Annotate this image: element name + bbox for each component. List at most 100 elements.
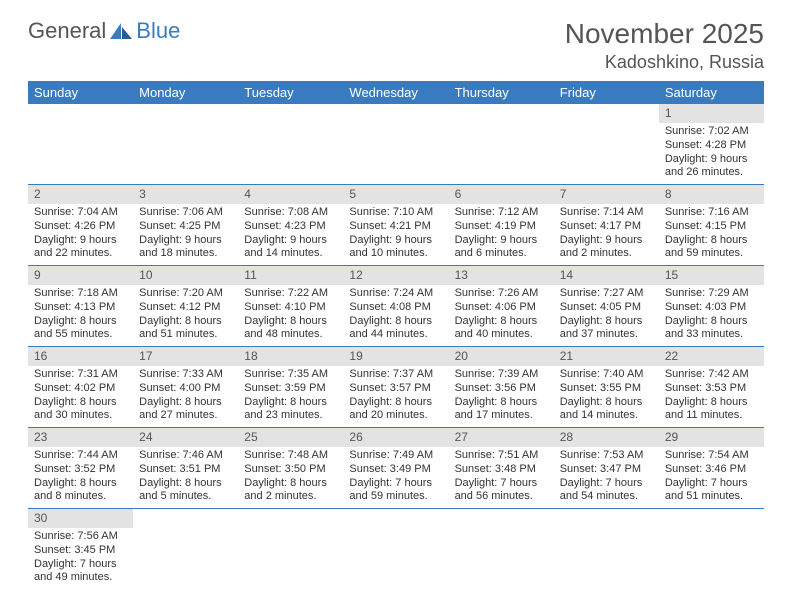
sunrise-line: Sunrise: 7:53 AM (560, 449, 653, 463)
daylight-line: Daylight: 8 hours and 40 minutes. (455, 315, 548, 343)
calendar-row: 2Sunrise: 7:04 AMSunset: 4:26 PMDaylight… (28, 185, 764, 266)
daylight-line: Daylight: 8 hours and 20 minutes. (349, 396, 442, 424)
day-body: Sunrise: 7:54 AMSunset: 3:46 PMDaylight:… (659, 447, 764, 508)
calendar-cell: 16Sunrise: 7:31 AMSunset: 4:02 PMDayligh… (28, 347, 133, 428)
sunset-line: Sunset: 3:51 PM (139, 463, 232, 477)
daylight-line: Daylight: 8 hours and 17 minutes. (455, 396, 548, 424)
calendar-row: 23Sunrise: 7:44 AMSunset: 3:52 PMDayligh… (28, 428, 764, 509)
sunset-line: Sunset: 4:19 PM (455, 220, 548, 234)
sunrise-line: Sunrise: 7:16 AM (665, 206, 758, 220)
sunrise-line: Sunrise: 7:33 AM (139, 368, 232, 382)
day-number: 10 (133, 266, 238, 285)
weekday-header: Friday (554, 81, 659, 104)
day-number: 6 (449, 185, 554, 204)
calendar-cell: 21Sunrise: 7:40 AMSunset: 3:55 PMDayligh… (554, 347, 659, 428)
weekday-header: Sunday (28, 81, 133, 104)
sunrise-line: Sunrise: 7:22 AM (244, 287, 337, 301)
calendar-cell: 10Sunrise: 7:20 AMSunset: 4:12 PMDayligh… (133, 266, 238, 347)
daylight-line: Daylight: 8 hours and 51 minutes. (139, 315, 232, 343)
sunrise-line: Sunrise: 7:37 AM (349, 368, 442, 382)
sunset-line: Sunset: 4:13 PM (34, 301, 127, 315)
day-number: 14 (554, 266, 659, 285)
day-number: 21 (554, 347, 659, 366)
daylight-line: Daylight: 8 hours and 37 minutes. (560, 315, 653, 343)
calendar-cell: 22Sunrise: 7:42 AMSunset: 3:53 PMDayligh… (659, 347, 764, 428)
calendar-row: 30Sunrise: 7:56 AMSunset: 3:45 PMDayligh… (28, 509, 764, 590)
sunrise-line: Sunrise: 7:51 AM (455, 449, 548, 463)
sunset-line: Sunset: 4:05 PM (560, 301, 653, 315)
sunset-line: Sunset: 4:21 PM (349, 220, 442, 234)
day-body: Sunrise: 7:39 AMSunset: 3:56 PMDaylight:… (449, 366, 554, 427)
calendar-cell: 30Sunrise: 7:56 AMSunset: 3:45 PMDayligh… (28, 509, 133, 590)
calendar-table: SundayMondayTuesdayWednesdayThursdayFrid… (28, 81, 764, 589)
daylight-line: Daylight: 7 hours and 49 minutes. (34, 558, 127, 586)
sunrise-line: Sunrise: 7:27 AM (560, 287, 653, 301)
day-number: 17 (133, 347, 238, 366)
day-body: Sunrise: 7:24 AMSunset: 4:08 PMDaylight:… (343, 285, 448, 346)
daylight-line: Daylight: 8 hours and 23 minutes. (244, 396, 337, 424)
day-body: Sunrise: 7:56 AMSunset: 3:45 PMDaylight:… (28, 528, 133, 589)
sunrise-line: Sunrise: 7:46 AM (139, 449, 232, 463)
sunset-line: Sunset: 4:15 PM (665, 220, 758, 234)
calendar-cell: 9Sunrise: 7:18 AMSunset: 4:13 PMDaylight… (28, 266, 133, 347)
calendar-cell: 27Sunrise: 7:51 AMSunset: 3:48 PMDayligh… (449, 428, 554, 509)
daylight-line: Daylight: 8 hours and 44 minutes. (349, 315, 442, 343)
day-number: 4 (238, 185, 343, 204)
day-body: Sunrise: 7:49 AMSunset: 3:49 PMDaylight:… (343, 447, 448, 508)
daylight-line: Daylight: 7 hours and 51 minutes. (665, 477, 758, 505)
calendar-cell-empty (238, 104, 343, 185)
calendar-cell: 28Sunrise: 7:53 AMSunset: 3:47 PMDayligh… (554, 428, 659, 509)
day-number: 2 (28, 185, 133, 204)
day-number: 9 (28, 266, 133, 285)
day-number: 19 (343, 347, 448, 366)
day-body: Sunrise: 7:48 AMSunset: 3:50 PMDaylight:… (238, 447, 343, 508)
day-body: Sunrise: 7:08 AMSunset: 4:23 PMDaylight:… (238, 204, 343, 265)
day-number: 1 (659, 104, 764, 123)
sunset-line: Sunset: 4:12 PM (139, 301, 232, 315)
daylight-line: Daylight: 8 hours and 11 minutes. (665, 396, 758, 424)
calendar-cell: 29Sunrise: 7:54 AMSunset: 3:46 PMDayligh… (659, 428, 764, 509)
day-body: Sunrise: 7:18 AMSunset: 4:13 PMDaylight:… (28, 285, 133, 346)
sunset-line: Sunset: 4:28 PM (665, 139, 758, 153)
calendar-cell: 20Sunrise: 7:39 AMSunset: 3:56 PMDayligh… (449, 347, 554, 428)
sunset-line: Sunset: 4:06 PM (455, 301, 548, 315)
sunset-line: Sunset: 4:00 PM (139, 382, 232, 396)
sunset-line: Sunset: 3:46 PM (665, 463, 758, 477)
sunset-line: Sunset: 3:48 PM (455, 463, 548, 477)
sunrise-line: Sunrise: 7:18 AM (34, 287, 127, 301)
calendar-cell: 23Sunrise: 7:44 AMSunset: 3:52 PMDayligh… (28, 428, 133, 509)
sunset-line: Sunset: 3:59 PM (244, 382, 337, 396)
daylight-line: Daylight: 8 hours and 33 minutes. (665, 315, 758, 343)
day-number: 11 (238, 266, 343, 285)
sunset-line: Sunset: 4:25 PM (139, 220, 232, 234)
sunrise-line: Sunrise: 7:44 AM (34, 449, 127, 463)
calendar-cell: 25Sunrise: 7:48 AMSunset: 3:50 PMDayligh… (238, 428, 343, 509)
title-block: November 2025 Kadoshkino, Russia (565, 18, 764, 73)
calendar-cell-empty (554, 509, 659, 590)
calendar-cell: 18Sunrise: 7:35 AMSunset: 3:59 PMDayligh… (238, 347, 343, 428)
calendar-cell: 19Sunrise: 7:37 AMSunset: 3:57 PMDayligh… (343, 347, 448, 428)
day-body: Sunrise: 7:42 AMSunset: 3:53 PMDaylight:… (659, 366, 764, 427)
sunset-line: Sunset: 4:10 PM (244, 301, 337, 315)
day-number: 27 (449, 428, 554, 447)
sunrise-line: Sunrise: 7:12 AM (455, 206, 548, 220)
day-number: 3 (133, 185, 238, 204)
day-body: Sunrise: 7:35 AMSunset: 3:59 PMDaylight:… (238, 366, 343, 427)
daylight-line: Daylight: 8 hours and 30 minutes. (34, 396, 127, 424)
sunrise-line: Sunrise: 7:40 AM (560, 368, 653, 382)
day-number: 26 (343, 428, 448, 447)
day-body: Sunrise: 7:37 AMSunset: 3:57 PMDaylight:… (343, 366, 448, 427)
day-number: 28 (554, 428, 659, 447)
day-number: 16 (28, 347, 133, 366)
location: Kadoshkino, Russia (565, 52, 764, 73)
calendar-cell-empty (238, 509, 343, 590)
sunrise-line: Sunrise: 7:14 AM (560, 206, 653, 220)
calendar-cell: 4Sunrise: 7:08 AMSunset: 4:23 PMDaylight… (238, 185, 343, 266)
calendar-cell: 26Sunrise: 7:49 AMSunset: 3:49 PMDayligh… (343, 428, 448, 509)
calendar-cell: 12Sunrise: 7:24 AMSunset: 4:08 PMDayligh… (343, 266, 448, 347)
weekday-header-row: SundayMondayTuesdayWednesdayThursdayFrid… (28, 81, 764, 104)
daylight-line: Daylight: 7 hours and 54 minutes. (560, 477, 653, 505)
sunrise-line: Sunrise: 7:35 AM (244, 368, 337, 382)
daylight-line: Daylight: 8 hours and 2 minutes. (244, 477, 337, 505)
daylight-line: Daylight: 9 hours and 6 minutes. (455, 234, 548, 262)
